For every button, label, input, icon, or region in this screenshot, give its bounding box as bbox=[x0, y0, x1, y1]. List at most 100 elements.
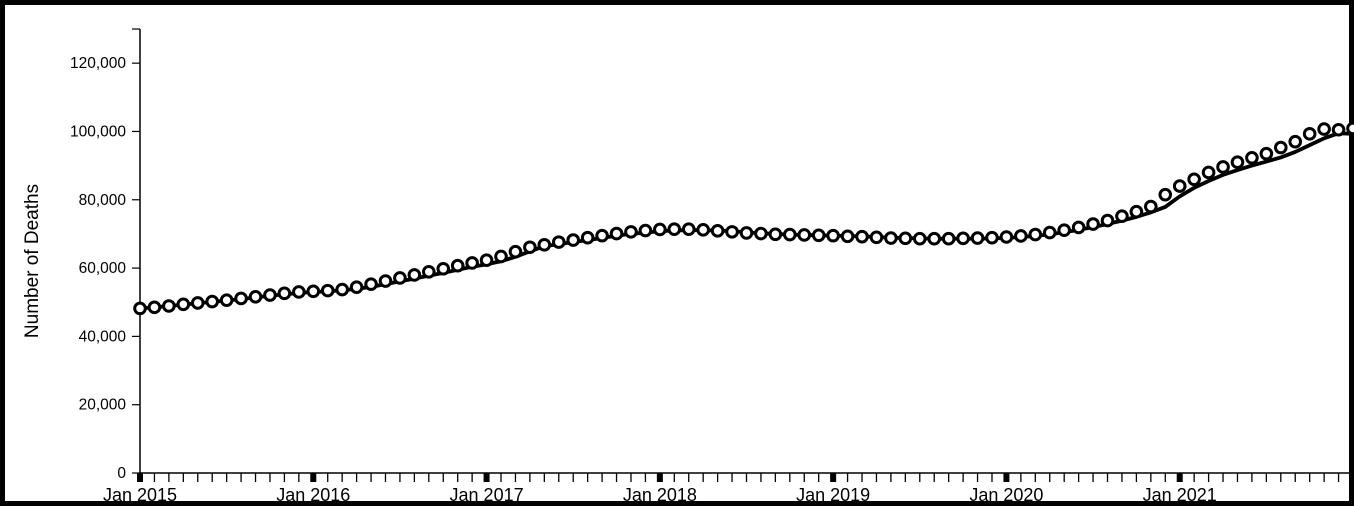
data-point bbox=[205, 294, 219, 309]
data-point bbox=[595, 228, 609, 243]
data-point bbox=[1172, 179, 1187, 193]
series-layer bbox=[133, 121, 1354, 316]
data-point bbox=[508, 244, 523, 259]
y-tick-label: 60,000 bbox=[79, 260, 127, 277]
data-point bbox=[147, 300, 162, 315]
y-tick-label: 100,000 bbox=[70, 123, 126, 140]
data-point bbox=[537, 238, 552, 252]
data-point bbox=[364, 277, 378, 291]
data-point bbox=[465, 256, 479, 270]
x-tick-label: Jan 2015 bbox=[103, 485, 177, 505]
data-point bbox=[898, 231, 913, 246]
data-point bbox=[710, 224, 725, 238]
data-point bbox=[1302, 127, 1317, 141]
series-line bbox=[138, 131, 1354, 311]
data-point bbox=[1317, 122, 1331, 136]
x-major-tick bbox=[1003, 473, 1010, 482]
data-point bbox=[826, 228, 840, 243]
data-point bbox=[1042, 225, 1057, 240]
data-point bbox=[277, 286, 292, 301]
data-point bbox=[956, 231, 970, 246]
data-point bbox=[768, 227, 783, 242]
data-point bbox=[1158, 187, 1173, 202]
data-point bbox=[407, 268, 422, 282]
x-tick-label: Jan 2018 bbox=[623, 485, 697, 505]
data-point bbox=[985, 230, 999, 245]
data-point bbox=[580, 230, 595, 245]
data-point bbox=[1216, 160, 1230, 174]
data-point bbox=[739, 226, 754, 240]
data-point bbox=[1346, 121, 1354, 136]
data-point bbox=[927, 231, 942, 246]
data-point bbox=[783, 227, 797, 242]
data-point bbox=[624, 225, 638, 239]
data-point bbox=[1245, 150, 1259, 165]
data-point bbox=[234, 291, 248, 306]
data-point bbox=[393, 271, 407, 285]
chart-svg: 020,00040,00060,00080,000100,000120,000 … bbox=[22, 28, 1354, 505]
data-point bbox=[855, 229, 869, 244]
data-point bbox=[970, 231, 985, 245]
data-point bbox=[696, 223, 710, 237]
data-point bbox=[523, 240, 537, 255]
data-point bbox=[176, 297, 191, 312]
x-major-tick bbox=[656, 473, 663, 482]
y-tick-label: 80,000 bbox=[79, 192, 127, 209]
data-point bbox=[999, 230, 1014, 244]
x-tick-label: Jan 2019 bbox=[796, 485, 870, 505]
data-point bbox=[1144, 199, 1158, 214]
data-point bbox=[1057, 223, 1071, 237]
x-major-tick bbox=[483, 473, 490, 482]
data-point bbox=[1071, 220, 1086, 235]
data-point bbox=[797, 228, 812, 242]
y-tick-label: 120,000 bbox=[70, 55, 126, 72]
data-point bbox=[1100, 213, 1115, 228]
data-point bbox=[1274, 140, 1288, 155]
data-point bbox=[1331, 122, 1346, 137]
data-point bbox=[811, 228, 826, 243]
data-point bbox=[725, 225, 739, 239]
data-point bbox=[306, 284, 321, 299]
x-axis: Jan 2015 Jan 2016 Jan 2017 Jan 2018 Jan 2019… bbox=[103, 472, 1354, 505]
data-point bbox=[1288, 134, 1303, 149]
data-point bbox=[133, 301, 147, 316]
data-point bbox=[1259, 146, 1274, 161]
x-tick-label: Jan 2016 bbox=[276, 485, 350, 505]
data-point bbox=[479, 253, 494, 268]
y-tick-label: 0 bbox=[117, 465, 126, 482]
data-point bbox=[494, 249, 508, 264]
data-point bbox=[609, 226, 624, 241]
data-point bbox=[1187, 172, 1201, 187]
data-point bbox=[450, 258, 465, 273]
y-tick-label: 40,000 bbox=[79, 328, 127, 345]
y-axis: 0 20,000 40,000 60,000 80,000 100,000 120,000 bbox=[70, 28, 141, 482]
data-point bbox=[1028, 227, 1043, 242]
data-point bbox=[320, 283, 335, 298]
data-point bbox=[1201, 165, 1216, 180]
data-point bbox=[840, 229, 855, 244]
data-point bbox=[219, 293, 234, 307]
x-tick-label: Jan 2021 bbox=[1143, 485, 1217, 505]
data-point bbox=[263, 288, 277, 302]
y-axis-title: Number of Deaths bbox=[22, 184, 43, 338]
data-point bbox=[335, 282, 349, 297]
data-point bbox=[681, 222, 696, 236]
x-tick-label: Jan 2017 bbox=[450, 485, 524, 505]
data-point bbox=[190, 296, 205, 310]
data-point bbox=[422, 265, 436, 279]
data-point bbox=[162, 299, 176, 313]
x-major-tick bbox=[137, 473, 143, 482]
data-point bbox=[292, 285, 306, 299]
data-point bbox=[1230, 155, 1245, 169]
y-tick-label: 20,000 bbox=[79, 397, 127, 414]
data-point bbox=[869, 230, 884, 245]
x-major-tick bbox=[830, 473, 837, 482]
data-point bbox=[349, 280, 364, 295]
data-point bbox=[378, 274, 393, 288]
data-point bbox=[1129, 204, 1144, 219]
data-point bbox=[884, 231, 898, 245]
data-point bbox=[1115, 209, 1129, 223]
data-point bbox=[912, 231, 927, 246]
x-major-tick bbox=[310, 473, 317, 482]
